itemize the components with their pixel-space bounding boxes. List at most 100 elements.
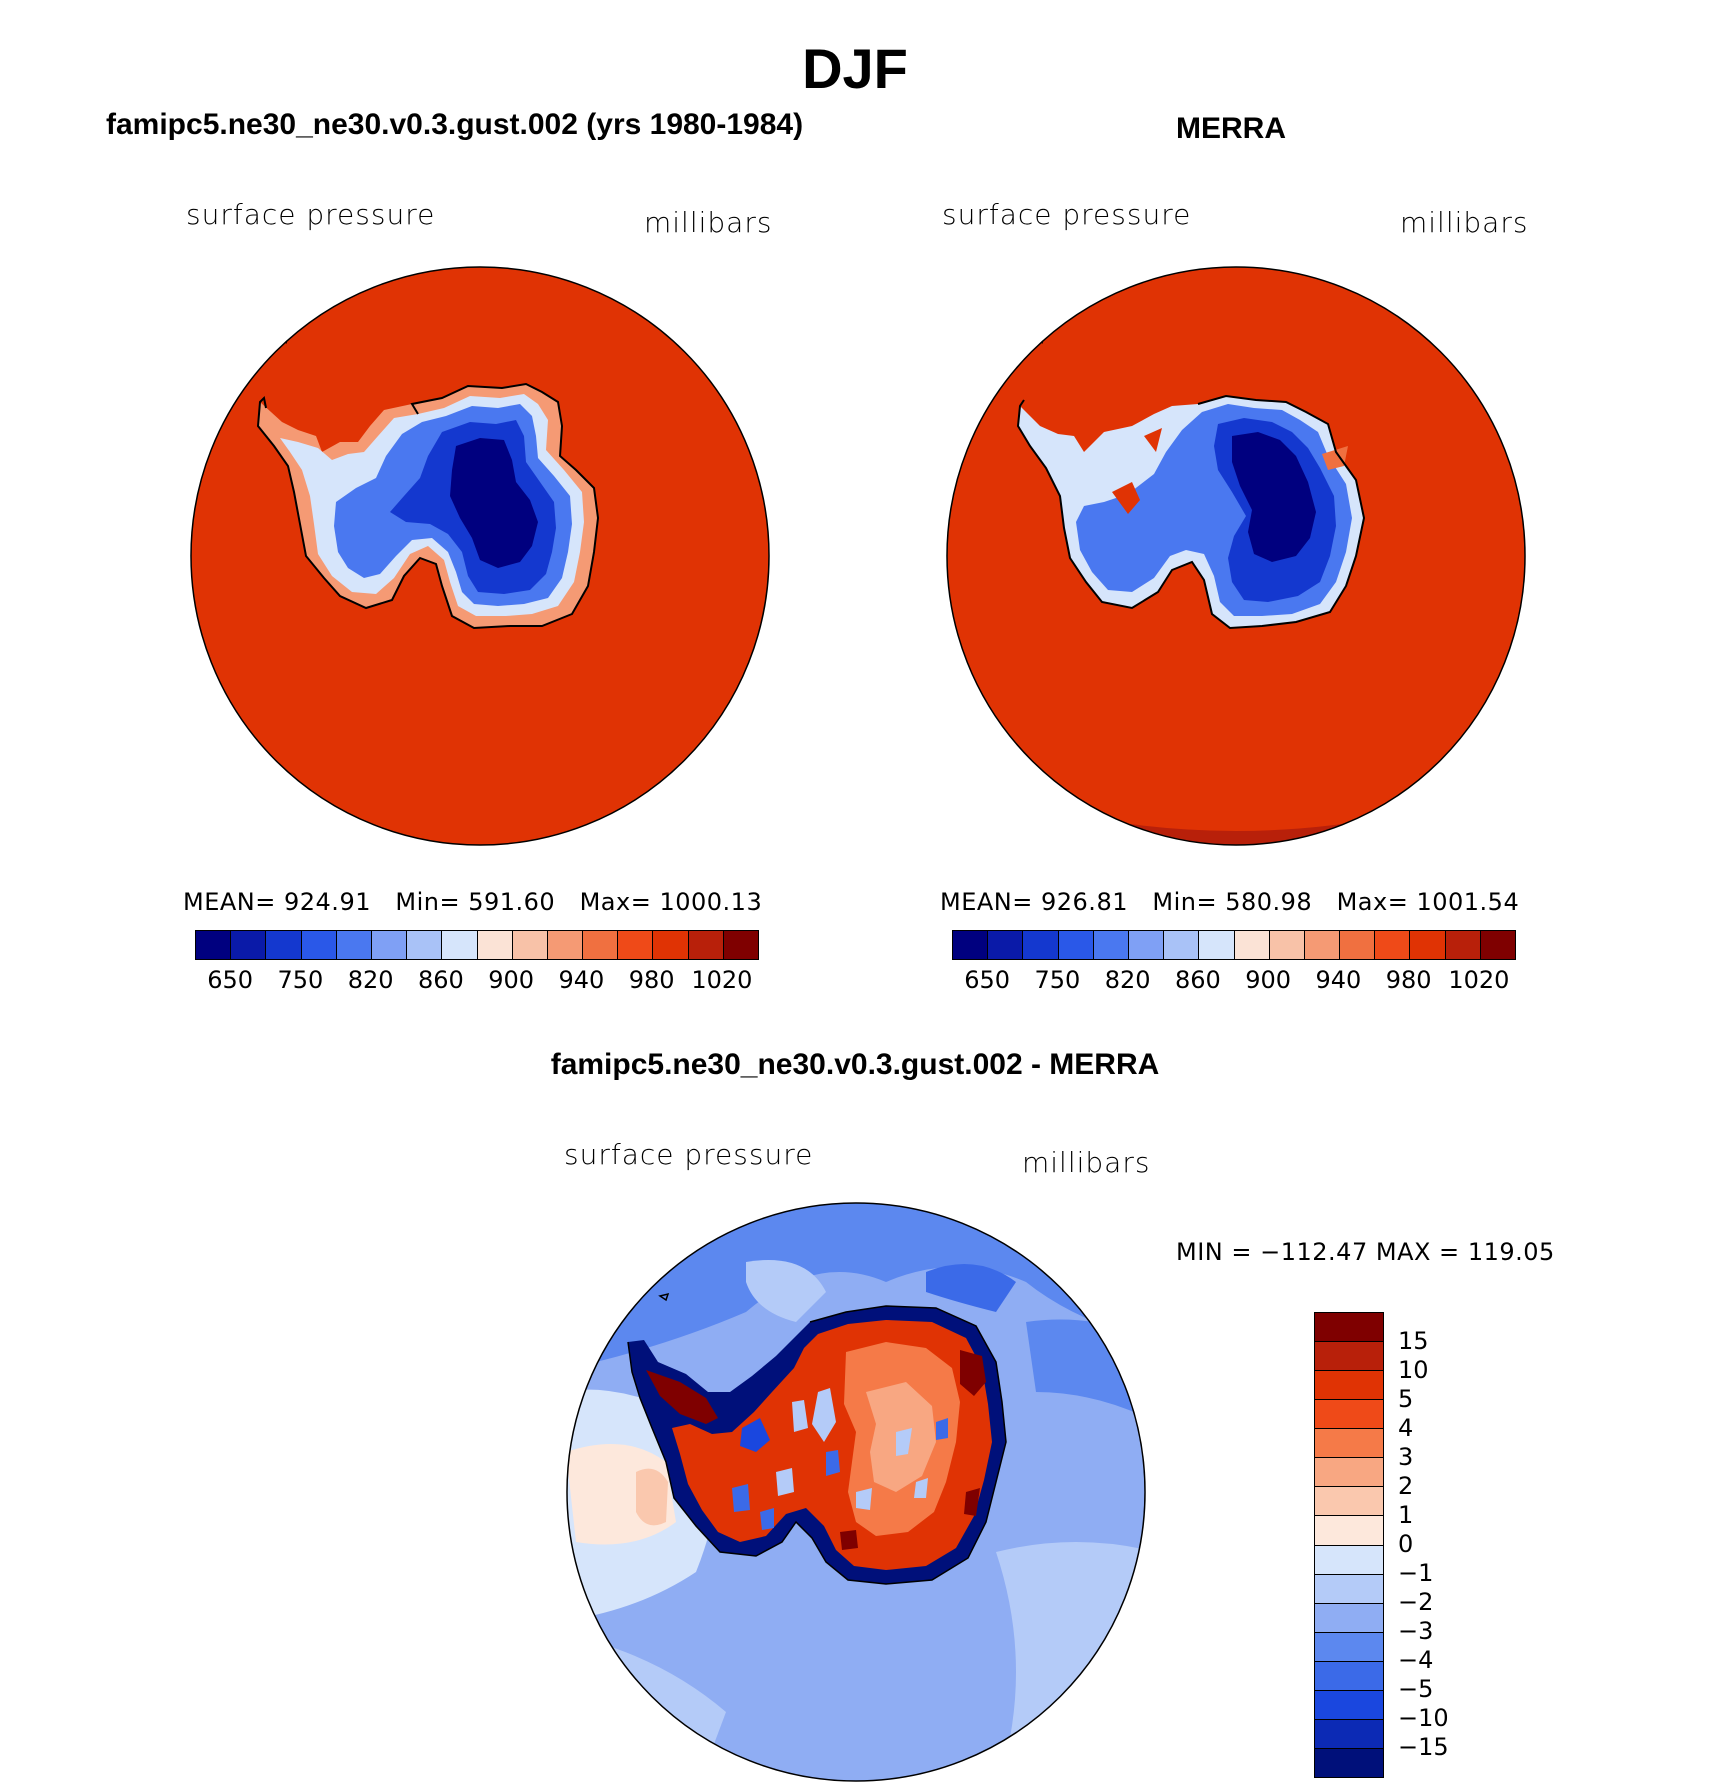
diff-min-value: −112.47 xyxy=(1260,1238,1368,1266)
colorbar-tick-label: 820 xyxy=(1104,966,1151,994)
stats-obs: MEAN= 926.81 Min= 580.98 Max= 1001.54 xyxy=(940,888,1519,916)
stats-max-label: Max= xyxy=(1336,888,1409,916)
colorbar-swatch xyxy=(688,931,724,959)
colorbar-tick-label: 980 xyxy=(1385,966,1432,994)
panel-title-diff: famipc5.ne30_ne30.v0.3.gust.002 - MERRA xyxy=(550,1048,1160,1081)
colorbar-swatch xyxy=(1315,1632,1383,1662)
colorbar-tick-label: −5 xyxy=(1398,1675,1434,1703)
stats-mean-label: MEAN= xyxy=(940,888,1033,916)
stats-mean-value: 924.91 xyxy=(284,888,371,916)
colorbar-swatch xyxy=(301,931,337,959)
stats-mean-value: 926.81 xyxy=(1041,888,1128,916)
colorbar-tick-label: 1020 xyxy=(691,966,753,994)
colorbar-tick-label: 15 xyxy=(1398,1327,1429,1355)
colorbar-tick-label: −4 xyxy=(1398,1646,1434,1674)
colorbar-tick-label: 650 xyxy=(964,966,1011,994)
colorbar-swatch xyxy=(1315,1545,1383,1575)
colorbar-swatch xyxy=(1315,1429,1383,1459)
colorbar-swatch xyxy=(266,931,302,959)
colorbar-tick-label: 940 xyxy=(558,966,605,994)
colorbar-swatch xyxy=(953,931,989,959)
colorbar-tick-label: 820 xyxy=(347,966,394,994)
stats-model: MEAN= 924.91 Min= 591.60 Max= 1000.13 xyxy=(183,888,762,916)
colorbar-tick-label: 5 xyxy=(1398,1385,1414,1413)
colorbar-tick-label: −3 xyxy=(1398,1617,1434,1645)
stats-max-value: 1001.54 xyxy=(1416,888,1520,916)
stats-max-label: Max= xyxy=(579,888,652,916)
colorbar-swatch xyxy=(1315,1748,1383,1777)
colorbar-swatch xyxy=(1304,931,1341,959)
colorbar-tick-label: 1 xyxy=(1398,1501,1414,1529)
colorbar-swatch xyxy=(1315,1719,1383,1749)
stats-mean-label: MEAN= xyxy=(183,888,276,916)
colorbar-tick-label: 980 xyxy=(628,966,675,994)
colorbar-tick-label: −1 xyxy=(1398,1559,1434,1587)
colorbar-swatch xyxy=(653,931,689,959)
colorbar-tick-label: −2 xyxy=(1398,1588,1434,1616)
colorbar-swatch xyxy=(1375,931,1411,959)
colorbar-tick-label: 2 xyxy=(1398,1472,1414,1500)
units-label-diff: millibars xyxy=(1022,1146,1151,1179)
panel-title-obs: MERRA xyxy=(1176,112,1286,145)
colorbar-swatch xyxy=(196,931,232,959)
variable-label-model: surface pressure xyxy=(186,198,436,231)
stats-min-label: Min= xyxy=(1152,888,1218,916)
colorbar-swatch xyxy=(477,931,513,959)
colorbar-swatch xyxy=(1234,931,1270,959)
colorbar-tick-label: 900 xyxy=(488,966,535,994)
colorbar-diff xyxy=(1314,1312,1384,1778)
stats-max-value: 1000.13 xyxy=(659,888,763,916)
colorbar-swatch xyxy=(336,931,372,959)
polar-map-obs xyxy=(946,266,1526,846)
polar-map-model xyxy=(190,266,770,846)
colorbar-swatch xyxy=(407,931,443,959)
colorbar-swatch xyxy=(1340,931,1376,959)
variable-label-obs: surface pressure xyxy=(942,198,1192,231)
colorbar-tick-label: 0 xyxy=(1398,1530,1414,1558)
diff-min-label: MIN = xyxy=(1176,1238,1252,1266)
diff-max-value: 119.05 xyxy=(1467,1238,1555,1266)
colorbar-tick-label: 860 xyxy=(1174,966,1221,994)
colorbar-swatch xyxy=(231,931,267,959)
colorbar-tick-label: 1020 xyxy=(1448,966,1510,994)
colorbar-model xyxy=(195,930,759,960)
diff-min-max: MIN = −112.47 MAX = 119.05 xyxy=(1176,1238,1555,1266)
colorbar-swatch xyxy=(1315,1603,1383,1633)
colorbar-swatch xyxy=(1315,1400,1383,1430)
colorbar-tick-label: 3 xyxy=(1398,1443,1414,1471)
colorbar-swatch xyxy=(371,931,408,959)
units-label-model: millibars xyxy=(644,206,773,239)
colorbar-tick-label: 860 xyxy=(417,966,464,994)
colorbar-tick-label: 940 xyxy=(1315,966,1362,994)
colorbar-obs xyxy=(952,930,1516,960)
colorbar-swatch xyxy=(723,931,758,959)
colorbar-swatch xyxy=(1023,931,1059,959)
colorbar-swatch xyxy=(1315,1371,1383,1401)
colorbar-swatch xyxy=(1164,931,1200,959)
colorbar-swatch xyxy=(1093,931,1129,959)
colorbar-swatch xyxy=(1315,1690,1383,1720)
colorbar-swatch xyxy=(988,931,1024,959)
colorbar-swatch xyxy=(1315,1458,1383,1488)
colorbar-swatch xyxy=(618,931,654,959)
stats-min-value: 591.60 xyxy=(468,888,556,916)
colorbar-swatch xyxy=(442,931,478,959)
colorbar-swatch xyxy=(512,931,548,959)
colorbar-tick-label: −15 xyxy=(1398,1733,1449,1761)
main-title: DJF xyxy=(802,37,908,100)
colorbar-tick-label: 650 xyxy=(207,966,254,994)
colorbar-tick-label: 900 xyxy=(1245,966,1292,994)
colorbar-swatch xyxy=(547,931,584,959)
colorbar-tick-label: 10 xyxy=(1398,1356,1429,1384)
colorbar-swatch xyxy=(1315,1516,1383,1546)
colorbar-tick-label: −10 xyxy=(1398,1704,1449,1732)
colorbar-swatch xyxy=(1315,1661,1383,1691)
colorbar-swatch xyxy=(1315,1313,1383,1343)
panel-title-model: famipc5.ne30_ne30.v0.3.gust.002 (yrs 198… xyxy=(106,108,804,141)
colorbar-swatch xyxy=(1410,931,1446,959)
colorbar-swatch xyxy=(1315,1574,1383,1604)
colorbar-swatch xyxy=(1269,931,1305,959)
colorbar-tick-label: 4 xyxy=(1398,1414,1414,1442)
colorbar-swatch xyxy=(1058,931,1094,959)
colorbar-swatch xyxy=(1445,931,1481,959)
